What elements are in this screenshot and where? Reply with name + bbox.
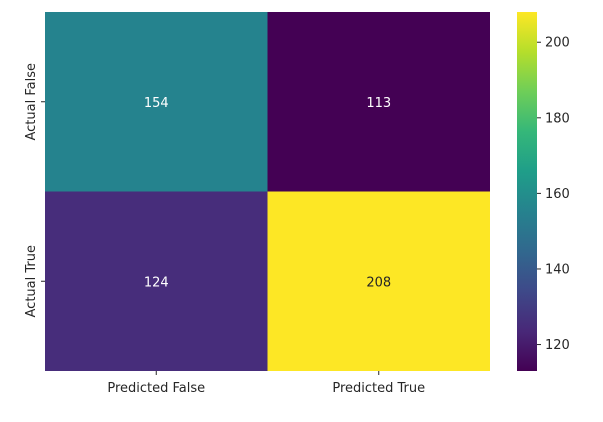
colorbar-tick-label: 200 bbox=[545, 36, 570, 51]
colorbar-tick-label: 160 bbox=[545, 187, 570, 202]
cell-value-label: 154 bbox=[144, 96, 169, 111]
heatmap-cell-labels: 154 113 124 208 bbox=[144, 96, 391, 291]
heatmap-cell-r1-c0 bbox=[45, 191, 268, 371]
y-tick-label: Actual True bbox=[24, 245, 39, 317]
colorbar-tick-label: 120 bbox=[545, 338, 570, 353]
y-tick-label: Actual False bbox=[24, 63, 39, 141]
colorbar-tick-label: 140 bbox=[545, 262, 570, 277]
heatmap-cells bbox=[45, 12, 490, 371]
heatmap-cell-r0-c1 bbox=[267, 12, 490, 192]
cell-value-label: 124 bbox=[144, 275, 169, 290]
x-tick-label: Predicted False bbox=[107, 381, 205, 396]
cell-value-label: 208 bbox=[366, 275, 391, 290]
cell-value-label: 113 bbox=[366, 96, 391, 111]
colorbar-gradient bbox=[517, 12, 537, 371]
colorbar-tick-label: 180 bbox=[545, 111, 570, 126]
heatmap-cell-r1-c1 bbox=[267, 191, 490, 371]
colorbar: 120 140 160 180 200 bbox=[517, 12, 570, 371]
x-tick-label: Predicted True bbox=[332, 381, 425, 396]
y-axis: Actual False Actual True bbox=[24, 63, 45, 317]
heatmap-cell-r0-c0 bbox=[45, 12, 268, 192]
x-axis: Predicted False Predicted True bbox=[107, 371, 425, 396]
